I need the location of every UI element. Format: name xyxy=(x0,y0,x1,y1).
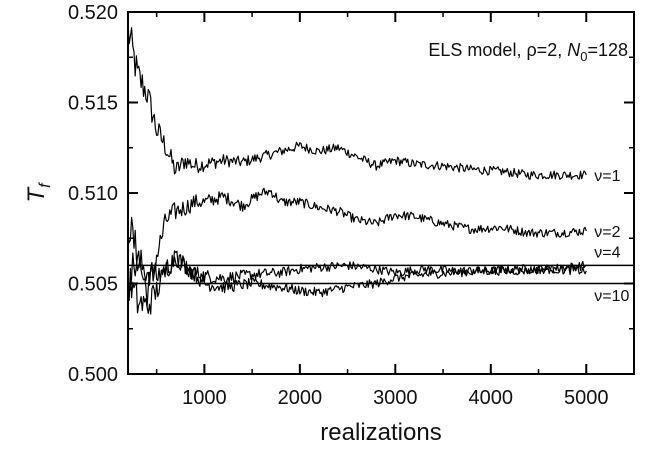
y-axis-title-sub: f xyxy=(37,182,54,188)
annotation-suffix: =128 xyxy=(587,40,628,60)
series-line xyxy=(127,187,587,308)
series-label: ν=1 xyxy=(594,168,620,185)
plot-frame xyxy=(127,11,635,375)
x-tick-labels: 1000 2000 3000 4000 5000 xyxy=(182,387,608,409)
series-line xyxy=(127,23,587,180)
series-label: ν=4 xyxy=(594,244,620,261)
y-tick-label: 0.520 xyxy=(68,2,118,24)
series-line xyxy=(127,249,587,291)
y-axis-title-main: T xyxy=(23,186,50,203)
y-tick-labels: 0.500 0.505 0.510 0.515 0.520 xyxy=(68,2,118,386)
series-label: ν=10 xyxy=(594,288,629,305)
series-line xyxy=(127,254,587,315)
annotation-prefix: ELS model, ρ=2, xyxy=(428,40,567,60)
annotation-n-sub: 0 xyxy=(580,49,587,64)
plot-area xyxy=(127,11,635,375)
x-tick-label: 1000 xyxy=(182,387,227,409)
x-tick-label: 4000 xyxy=(469,387,514,409)
reference-lines xyxy=(128,264,634,285)
x-tick-label: 3000 xyxy=(373,387,418,409)
series-label: ν=2 xyxy=(594,224,620,241)
series-lines xyxy=(127,23,587,315)
y-tick-label: 0.510 xyxy=(68,183,118,205)
chart-annotation: ELS model, ρ=2, N0=128 xyxy=(428,40,628,64)
x-tick-label: 2000 xyxy=(278,387,323,409)
y-tick-label: 0.505 xyxy=(68,274,118,296)
y-tick-label: 0.500 xyxy=(68,364,118,386)
annotation-n-main: N xyxy=(567,40,581,60)
y-axis-title: Tf xyxy=(23,182,54,203)
y-tick-label: 0.515 xyxy=(68,93,118,115)
x-axis-title: realizations xyxy=(320,419,441,446)
series-labels: ν=1 ν=2 ν=4 ν=10 xyxy=(594,168,629,305)
axis-ticks xyxy=(128,11,635,375)
x-tick-label: 5000 xyxy=(564,387,609,409)
